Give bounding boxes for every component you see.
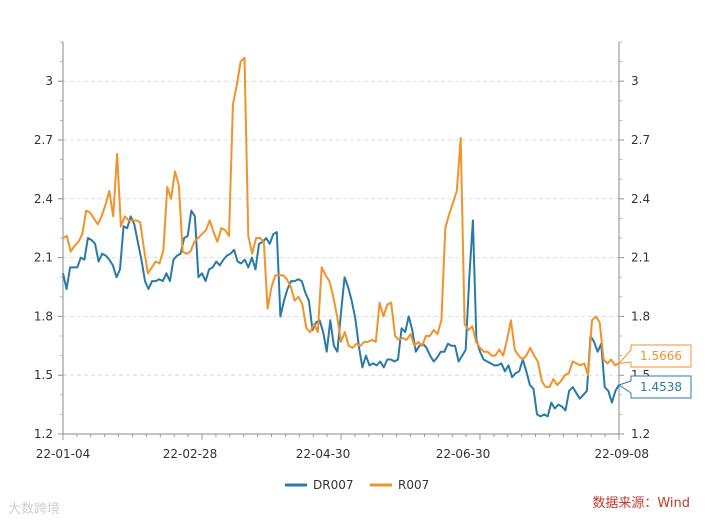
y-tick-label-left: 1.2: [34, 427, 53, 441]
series-lines: [62, 56, 620, 418]
callout-value-dr007: 1.4538: [640, 380, 682, 394]
series-line-dr007: [62, 209, 620, 418]
y-tick-label-right: 1.8: [631, 309, 650, 323]
y-tick-label-left: 2.1: [34, 251, 53, 265]
grid-lines: [63, 80, 619, 376]
source-note: 数据来源：Wind: [592, 496, 690, 511]
legend-label-dr007: DR007: [313, 478, 353, 492]
y-tick-label-right: 2.1: [631, 251, 650, 265]
y-tick-label-right: 3: [631, 74, 639, 88]
y-tick-label-left: 1.5: [34, 368, 53, 382]
y-tick-label-left: 3: [45, 74, 53, 88]
legend-label-r007: R007: [398, 478, 429, 492]
y-tick-label-right: 1.2: [631, 427, 650, 441]
x-tick-label: 22-09-08: [595, 447, 649, 461]
x-tick-label: 22-04-30: [296, 447, 350, 461]
y-tick-label-left: 2.4: [34, 192, 53, 206]
y-tick-label-right: 2.7: [631, 133, 650, 147]
callout-box-dr007: [617, 375, 692, 399]
watermark-logo: 大数跨境: [8, 502, 61, 517]
axes: 1.2 1.21.5 1.51.8 1.82.1 2.12.4 2.42.7 2.73 322…: [34, 41, 650, 461]
legend: DR007 R007: [285, 478, 429, 492]
callout-box-r007: [617, 344, 692, 368]
callout-value-r007: 1.5666: [640, 349, 682, 363]
x-tick-label: 22-01-04: [36, 447, 90, 461]
series-line-r007: [62, 56, 620, 388]
x-tick-label: 22-02-28: [163, 447, 217, 461]
y-tick-label-right: 2.4: [631, 192, 650, 206]
x-tick-label: 22-06-30: [436, 447, 490, 461]
y-tick-label-left: 2.7: [34, 133, 53, 147]
y-tick-label-left: 1.8: [34, 309, 53, 323]
last-value-callouts: 1.4538 1.5666: [617, 344, 692, 399]
